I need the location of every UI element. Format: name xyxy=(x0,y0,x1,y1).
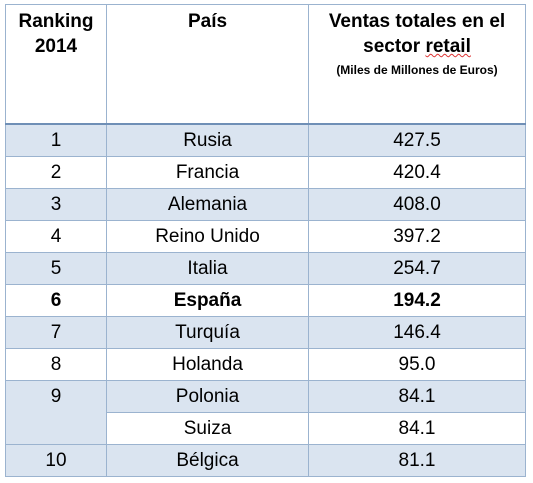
rank-cell: 1 xyxy=(5,123,107,157)
header-sales-main: Ventas totales en el sector xyxy=(328,11,506,57)
table-row: 7 Turquía 146.4 xyxy=(5,316,526,349)
rank-cell: 7 xyxy=(5,316,107,349)
table-row: 3 Alemania 408.0 xyxy=(5,188,526,221)
table-row: 1 Rusia 427.5 xyxy=(5,123,526,157)
country-cell: Suiza xyxy=(106,412,309,445)
table-row: 5 Italia 254.7 xyxy=(5,252,526,285)
table-row-highlighted: 6 España 194.2 xyxy=(5,284,526,317)
rank-cell: 5 xyxy=(5,252,107,285)
rank-cell: 8 xyxy=(5,348,107,381)
country-cell: Rusia xyxy=(106,123,309,157)
rank-cell: 4 xyxy=(5,220,107,253)
rank-cell: 3 xyxy=(5,188,107,221)
rank-cell: 2 xyxy=(5,156,107,189)
country-cell: Turquía xyxy=(106,316,309,349)
sales-cell: 81.1 xyxy=(308,444,526,477)
header-rank: Ranking 2014 xyxy=(5,4,107,125)
sales-cell: 146.4 xyxy=(308,316,526,349)
table-row: 9 Polonia 84.1 xyxy=(5,380,526,445)
sales-cell: 420.4 xyxy=(308,156,526,189)
table-header: Ranking 2014 País Ventas totales en el s… xyxy=(5,4,526,125)
ranking-table-container: Ranking 2014 País Ventas totales en el s… xyxy=(5,4,526,477)
sales-cell: 95.0 xyxy=(308,348,526,381)
sales-cell: 254.7 xyxy=(308,252,526,285)
table-row: 10 Bélgica 81.1 xyxy=(5,444,526,477)
rank-cell-merged: 9 xyxy=(5,380,107,445)
table-row: 8 Holanda 95.0 xyxy=(5,348,526,381)
country-cell: Reino Unido xyxy=(106,220,309,253)
country-cell: Italia xyxy=(106,252,309,285)
sales-cell: 408.0 xyxy=(308,188,526,221)
sales-cell: 84.1 xyxy=(308,380,526,413)
country-cell: Holanda xyxy=(106,348,309,381)
table-row: 4 Reino Unido 397.2 xyxy=(5,220,526,253)
header-country: País xyxy=(106,4,309,125)
country-cell: Bélgica xyxy=(106,444,309,477)
table-body: 1 Rusia 427.5 2 Francia 420.4 3 Alemania… xyxy=(5,123,526,477)
sales-cell: 397.2 xyxy=(308,220,526,253)
sales-cell: 194.2 xyxy=(308,284,526,317)
country-cell: Polonia xyxy=(106,380,309,413)
table-row: 2 Francia 420.4 xyxy=(5,156,526,189)
rank-value: 9 xyxy=(50,386,62,407)
retail-sales-ranking-table: Ranking 2014 País Ventas totales en el s… xyxy=(5,4,526,477)
sales-cell: 84.1 xyxy=(308,412,526,445)
country-cell: Alemania xyxy=(106,188,309,221)
header-sales-unit: (Miles de Millones de Euros) xyxy=(336,63,498,77)
country-cell: Francia xyxy=(106,156,309,189)
header-row: Ranking 2014 País Ventas totales en el s… xyxy=(5,4,526,125)
header-sales-retail: retail xyxy=(425,36,471,57)
rank-cell: 10 xyxy=(5,444,107,477)
table-row: Suiza 84.1 xyxy=(6,412,526,445)
country-cell: España xyxy=(106,284,309,317)
rank-cell: 6 xyxy=(5,284,107,317)
sales-cell: 427.5 xyxy=(308,123,526,157)
header-sales: Ventas totales en el sector retail (Mile… xyxy=(308,4,526,125)
